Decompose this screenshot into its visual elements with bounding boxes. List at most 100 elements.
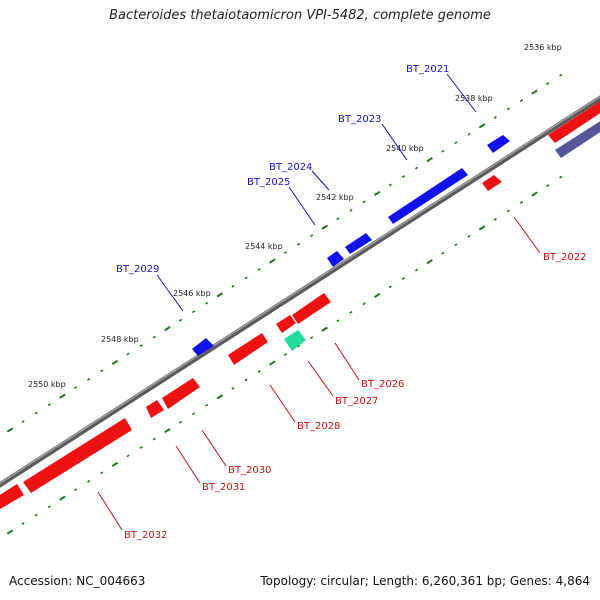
major-tick xyxy=(6,529,14,535)
accession-text: Accession: NC_004663 xyxy=(9,574,146,588)
gene-feature-bt2032[interactable] xyxy=(23,418,132,493)
gene-label-bt2029[interactable]: BT_2029 xyxy=(116,264,159,275)
major-tick xyxy=(269,258,276,264)
minor-tick xyxy=(34,513,38,517)
gene-feature-bt2029[interactable] xyxy=(192,338,214,356)
minor-tick xyxy=(336,217,340,221)
minor-tick xyxy=(47,505,51,509)
gene-label-bt2030[interactable]: BT_2030 xyxy=(228,465,271,476)
minor-tick xyxy=(467,132,471,136)
major-tick xyxy=(478,123,486,129)
minor-tick xyxy=(21,522,25,525)
gene-feature-bt2028[interactable] xyxy=(228,333,268,365)
major-tick xyxy=(6,427,14,433)
minor-tick xyxy=(519,201,524,204)
major-tick xyxy=(164,428,171,434)
major-tick xyxy=(321,224,328,230)
genome-summary-text: Topology: circular; Length: 6,260,361 bp… xyxy=(260,574,590,588)
major-tick xyxy=(164,326,171,332)
gene-label-bt2028[interactable]: BT_2028 xyxy=(297,421,340,432)
minor-tick xyxy=(100,471,104,475)
gene-label-bt2022[interactable]: BT_2022 xyxy=(543,252,586,263)
gene-feature-bt2031[interactable] xyxy=(146,400,164,418)
scale-label: 2548 kbp xyxy=(101,335,139,344)
gene-label-bt2024[interactable]: BT_2024 xyxy=(269,162,312,173)
scale-label: 2542 kbp xyxy=(316,193,354,202)
gene-feature-edge-reverse-2[interactable] xyxy=(0,484,24,512)
gene-label-bt2031[interactable]: BT_2031 xyxy=(202,482,245,493)
gene-feature-other[interactable] xyxy=(555,118,600,158)
minor-tick xyxy=(441,149,445,153)
minor-tick xyxy=(34,411,38,415)
minor-tick xyxy=(87,377,91,381)
scale-labels: 2536 kbp 2538 kbp 2540 kbp 2542 kbp 2544… xyxy=(28,43,562,389)
major-tick xyxy=(478,225,486,231)
minor-tick xyxy=(349,208,353,212)
gene-label-bt2026[interactable]: BT_2026 xyxy=(361,379,404,390)
scale-label: 2546 kbp xyxy=(173,289,211,298)
gene-feature-bt2024[interactable] xyxy=(345,233,372,254)
gene-feature-bt2027[interactable] xyxy=(276,315,296,333)
minor-tick xyxy=(73,386,78,390)
minor-tick xyxy=(296,242,301,246)
minor-tick xyxy=(283,251,288,254)
map-title: Bacteroides thetaiotaomicron VPI-5482, c… xyxy=(109,8,491,23)
gene-feature-bt2021[interactable] xyxy=(487,135,510,153)
minor-tick xyxy=(296,344,301,348)
rna-feature[interactable] xyxy=(284,330,306,351)
scale-label: 2550 kbp xyxy=(28,380,66,389)
gene-feature-edge-reverse[interactable] xyxy=(548,98,600,143)
minor-tick xyxy=(178,420,183,424)
minor-tick xyxy=(506,209,510,213)
genome-backbone xyxy=(0,95,600,488)
minor-tick xyxy=(559,73,563,77)
gene-label-bt2032[interactable]: BT_2032 xyxy=(124,530,167,541)
forward-strand-genes xyxy=(192,135,510,356)
outer-tick-row xyxy=(6,73,563,433)
minor-tick xyxy=(401,175,406,178)
scale-label: 2536 kbp xyxy=(524,43,562,52)
minor-tick xyxy=(152,335,156,339)
minor-tick xyxy=(126,454,130,458)
minor-tick xyxy=(47,403,51,407)
minor-tick xyxy=(257,370,261,373)
gene-label-bt2025[interactable]: BT_2025 xyxy=(247,177,290,188)
minor-tick xyxy=(100,369,104,373)
minor-tick xyxy=(205,403,209,407)
minor-tick xyxy=(231,284,235,288)
minor-tick xyxy=(546,82,550,86)
reverse-strand-genes xyxy=(0,98,600,512)
major-tick xyxy=(59,393,66,399)
minor-tick xyxy=(454,141,458,145)
minor-tick xyxy=(244,276,248,280)
minor-tick xyxy=(283,353,288,356)
gene-feature-bt2026[interactable] xyxy=(292,293,331,324)
minor-tick xyxy=(191,310,196,314)
minor-tick xyxy=(257,268,261,271)
minor-tick xyxy=(362,302,366,306)
major-tick xyxy=(216,292,224,298)
gene-feature-bt2025[interactable] xyxy=(327,251,344,267)
minor-tick xyxy=(388,285,392,289)
gene-label-bt2027[interactable]: BT_2027 xyxy=(335,396,378,407)
gene-feature-bt2030[interactable] xyxy=(162,378,200,409)
minor-tick xyxy=(467,234,471,238)
minor-tick xyxy=(139,344,143,347)
major-tick xyxy=(111,359,119,365)
minor-tick xyxy=(87,479,91,483)
gene-label-bt2023[interactable]: BT_2023 xyxy=(338,114,381,125)
minor-tick xyxy=(205,301,209,305)
minor-tick xyxy=(73,488,78,492)
minor-tick xyxy=(152,437,156,441)
minor-tick xyxy=(21,420,25,423)
gene-label-bt2021[interactable]: BT_2021 xyxy=(406,64,449,75)
minor-tick xyxy=(454,243,458,247)
reverse-label-leaders xyxy=(97,216,541,531)
gene-feature-bt2023[interactable] xyxy=(388,168,468,224)
major-tick xyxy=(111,461,119,467)
minor-tick xyxy=(441,251,445,255)
gene-feature-bt2022[interactable] xyxy=(482,175,502,191)
scale-label: 2540 kbp xyxy=(386,144,424,153)
scale-label: 2544 kbp xyxy=(245,242,283,251)
